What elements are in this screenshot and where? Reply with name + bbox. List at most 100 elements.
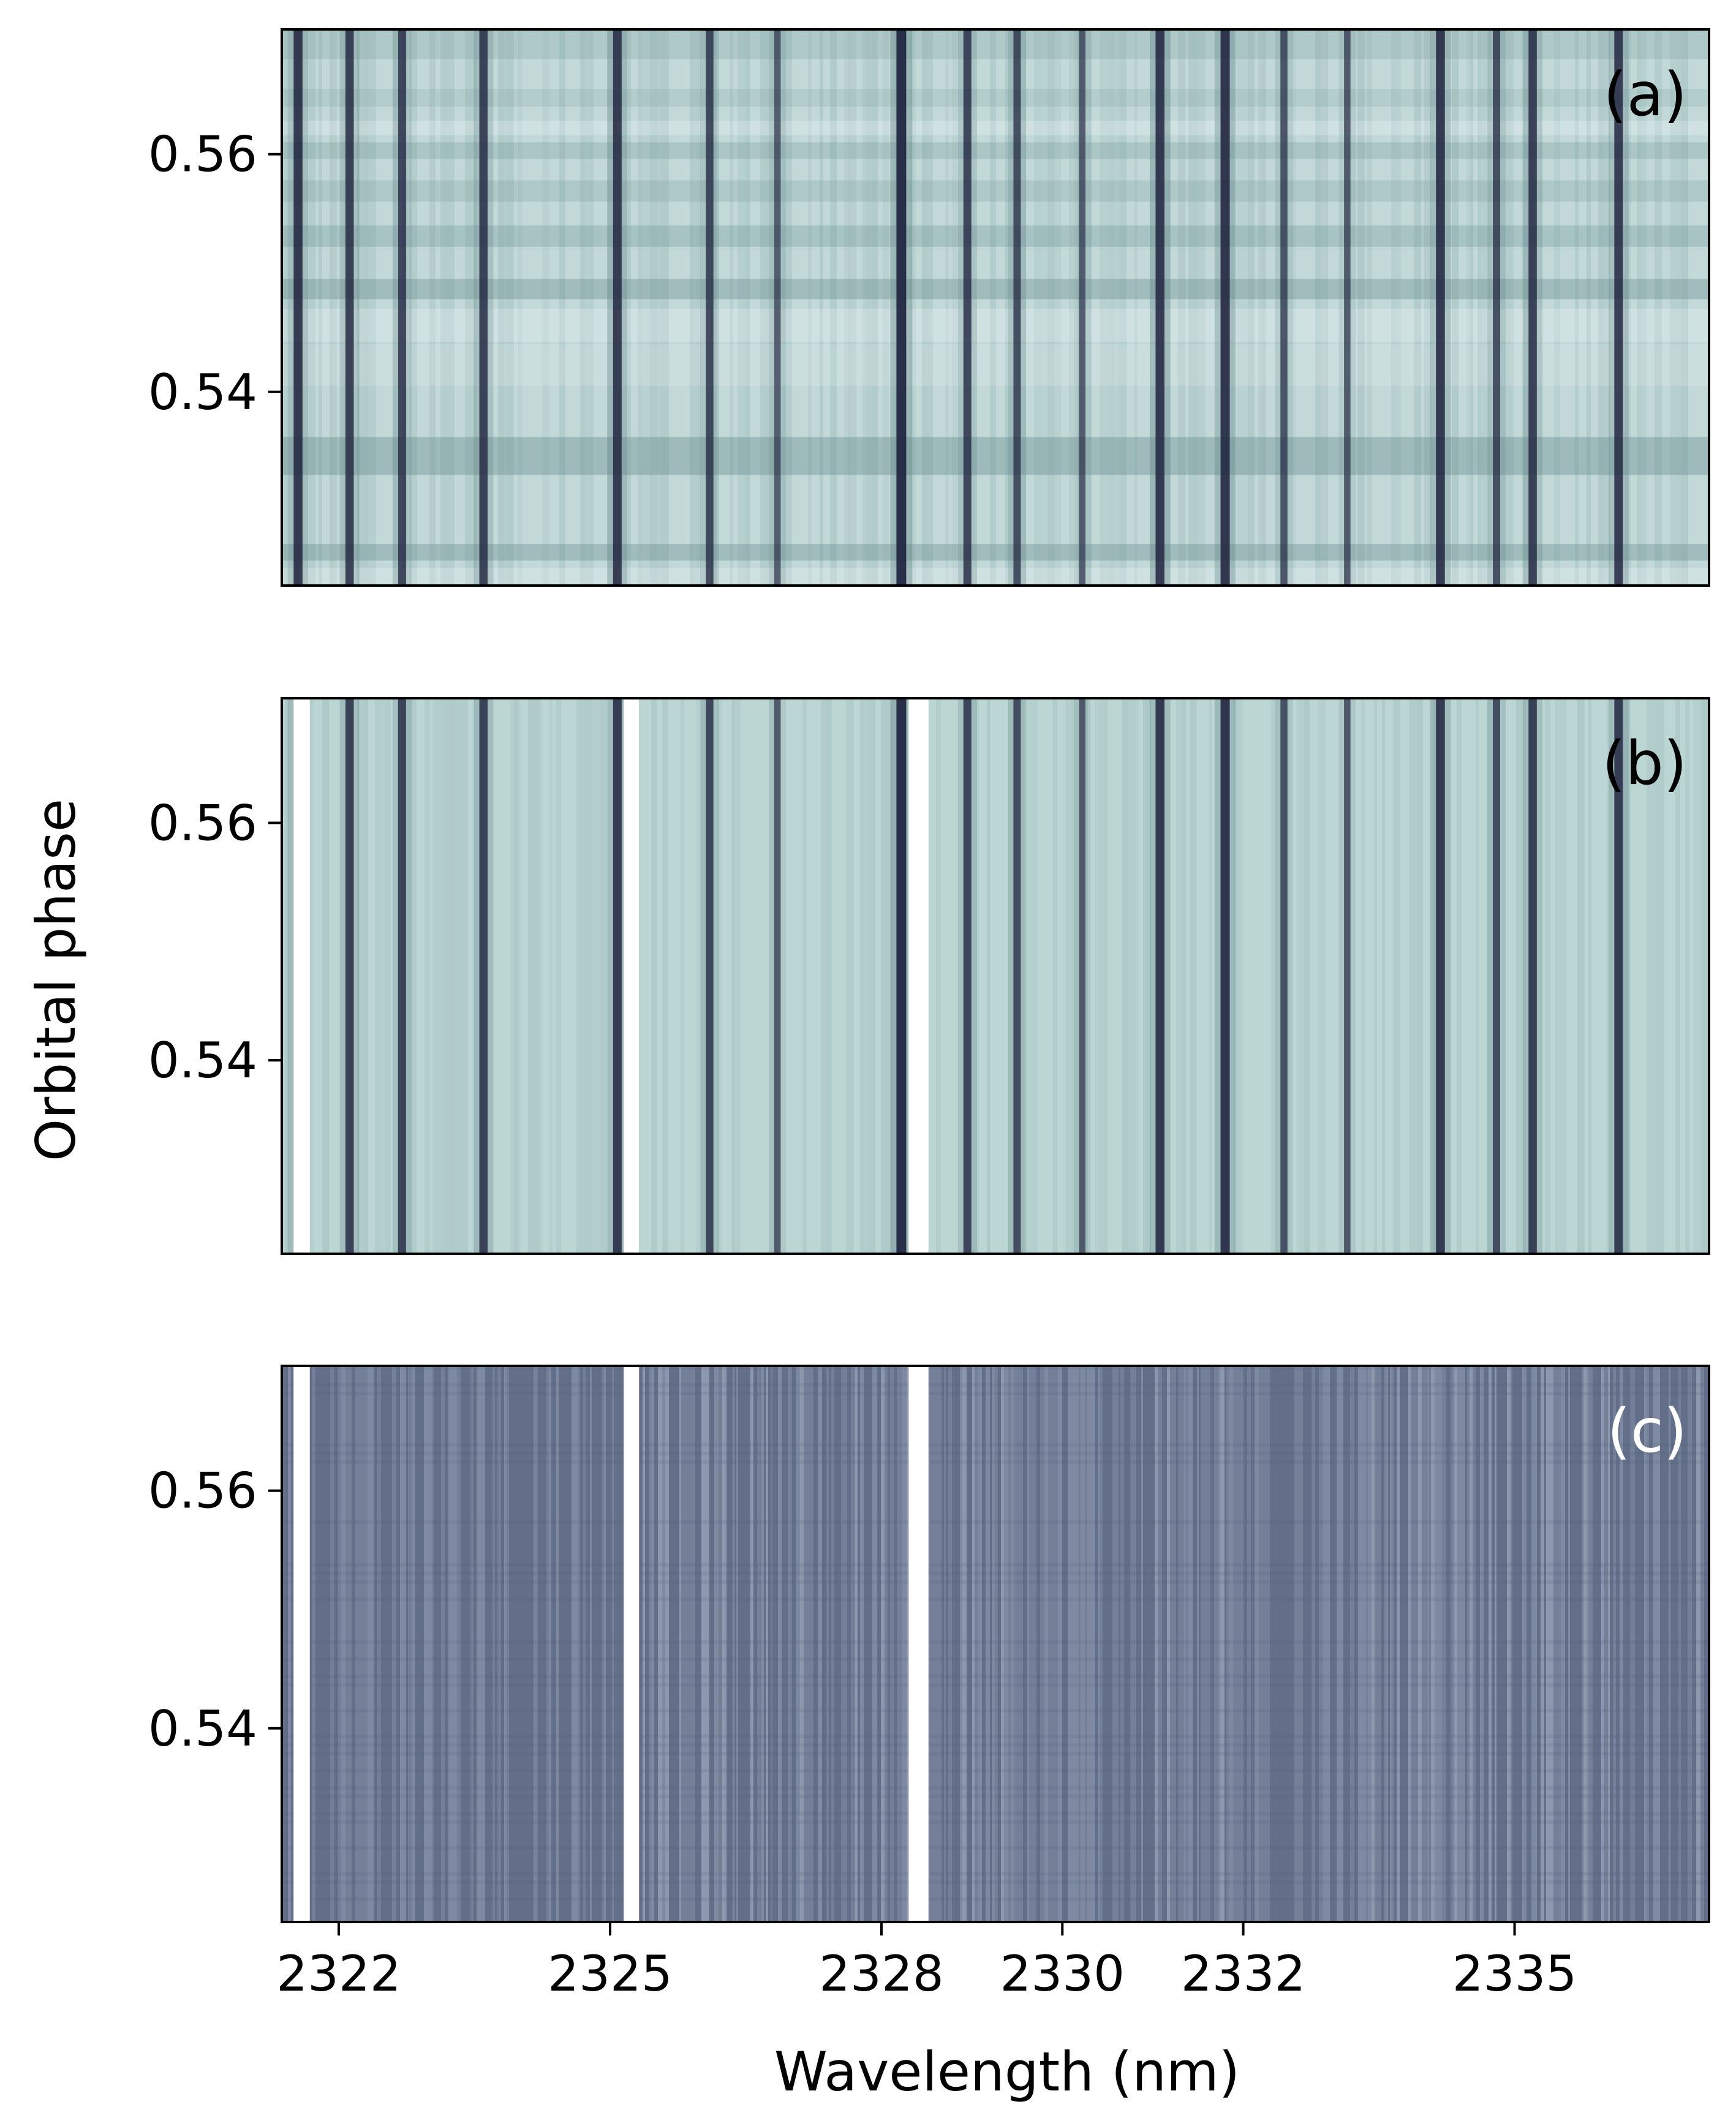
residual-column <box>1386 1366 1388 1922</box>
residual-column <box>1152 1366 1155 1922</box>
residual-column <box>942 1366 944 1922</box>
residual-row <box>282 1563 1709 1567</box>
residual-column <box>1170 1366 1172 1922</box>
spectral-texture <box>1545 698 1550 1254</box>
residual-column <box>1568 1366 1570 1922</box>
residual-column <box>1431 1366 1435 1922</box>
residual-row <box>282 1820 1709 1824</box>
spectral-texture <box>936 698 941 1254</box>
residual-column <box>512 1366 516 1922</box>
spectral-texture <box>1655 29 1662 586</box>
residual-row <box>282 1392 1709 1395</box>
spectral-texture <box>1382 698 1385 1254</box>
residual-column <box>527 1366 531 1922</box>
residual-column <box>790 1366 792 1922</box>
residual-row <box>282 1709 1709 1713</box>
residual-row <box>282 1735 1709 1738</box>
spectral-texture <box>1103 29 1110 586</box>
residual-column <box>457 1366 461 1922</box>
residual-column <box>549 1366 551 1922</box>
residual-column <box>1616 1366 1620 1922</box>
residual-column <box>1570 1366 1574 1922</box>
residual-row <box>282 1443 1709 1447</box>
residual-column <box>888 1366 890 1922</box>
spectral-texture <box>987 698 991 1254</box>
residual-column <box>794 1366 796 1922</box>
spectral-texture <box>1604 29 1610 586</box>
residual-row <box>282 1683 1709 1687</box>
spectral-texture <box>711 29 717 586</box>
residual-column <box>1681 1366 1685 1922</box>
spectral-texture <box>1105 698 1108 1254</box>
residual-column <box>1303 1366 1305 1922</box>
residual-column <box>957 1366 960 1922</box>
spectral-texture <box>1110 29 1114 586</box>
spectral-texture <box>333 29 337 586</box>
absorption-line <box>1155 29 1164 586</box>
residual-column <box>509 1366 512 1922</box>
residual-column <box>377 1366 381 1922</box>
residual-column <box>1342 1366 1343 1922</box>
masked-region <box>624 1366 640 1922</box>
residual-column <box>733 1366 734 1922</box>
spectral-texture <box>1555 698 1558 1254</box>
residual-column <box>796 1366 800 1922</box>
spectral-texture <box>1071 29 1074 586</box>
spectral-texture <box>1554 29 1560 586</box>
spectral-texture <box>1085 698 1088 1254</box>
spectral-texture <box>681 698 684 1254</box>
spectral-texture <box>1010 29 1013 586</box>
absorption-line <box>398 29 406 586</box>
residual-column <box>1685 1366 1688 1922</box>
spectral-texture <box>1661 698 1664 1254</box>
residual-column <box>962 1366 967 1922</box>
spectral-texture <box>693 29 696 586</box>
residual-column <box>1362 1366 1366 1922</box>
residual-column <box>424 1366 428 1922</box>
masked-region <box>908 1366 929 1922</box>
spectral-texture <box>1143 698 1151 1254</box>
residual-column <box>1358 1366 1362 1922</box>
spectral-texture <box>1677 29 1681 586</box>
residual-column <box>561 1366 565 1922</box>
residual-column <box>1692 1366 1696 1922</box>
residual-column <box>1017 1366 1020 1922</box>
residual-column <box>1577 1366 1582 1922</box>
spectral-texture <box>760 29 767 586</box>
residual-column <box>1381 1366 1384 1922</box>
residual-column <box>320 1366 323 1922</box>
residual-column <box>1307 1366 1311 1922</box>
spectral-texture <box>1503 698 1506 1254</box>
masked-region <box>293 1366 310 1922</box>
residual-column <box>1244 1366 1247 1922</box>
residual-column <box>1411 1366 1413 1922</box>
residual-column <box>567 1366 572 1922</box>
panel-b-y-ticks: 0.54 0.56 <box>148 794 282 1089</box>
residual-column <box>1321 1366 1323 1922</box>
residual-row <box>282 1657 1709 1661</box>
spectral-texture <box>513 698 518 1254</box>
residual-column <box>361 1366 364 1922</box>
spectral-texture <box>1394 29 1401 586</box>
residual-column <box>669 1366 673 1922</box>
residual-column <box>1184 1366 1186 1922</box>
spectral-texture <box>1005 29 1010 586</box>
residual-column <box>1587 1366 1589 1922</box>
spectral-texture <box>864 698 867 1254</box>
spectral-texture <box>528 698 535 1254</box>
residual-column <box>1259 1366 1261 1922</box>
residual-column <box>800 1366 804 1922</box>
residual-column <box>641 1366 643 1922</box>
residual-column <box>1405 1366 1408 1922</box>
spectral-texture <box>1620 698 1626 1254</box>
spectral-texture <box>1008 698 1014 1254</box>
residual-column <box>998 1366 1001 1922</box>
absorption-line <box>1436 698 1445 1254</box>
x-tick-label: 2330 <box>1000 1945 1125 2002</box>
residual-column <box>1201 1366 1202 1922</box>
residual-column <box>349 1366 352 1922</box>
residual-column <box>720 1366 722 1922</box>
spectral-texture <box>1237 29 1240 586</box>
residual-column <box>1664 1366 1669 1922</box>
